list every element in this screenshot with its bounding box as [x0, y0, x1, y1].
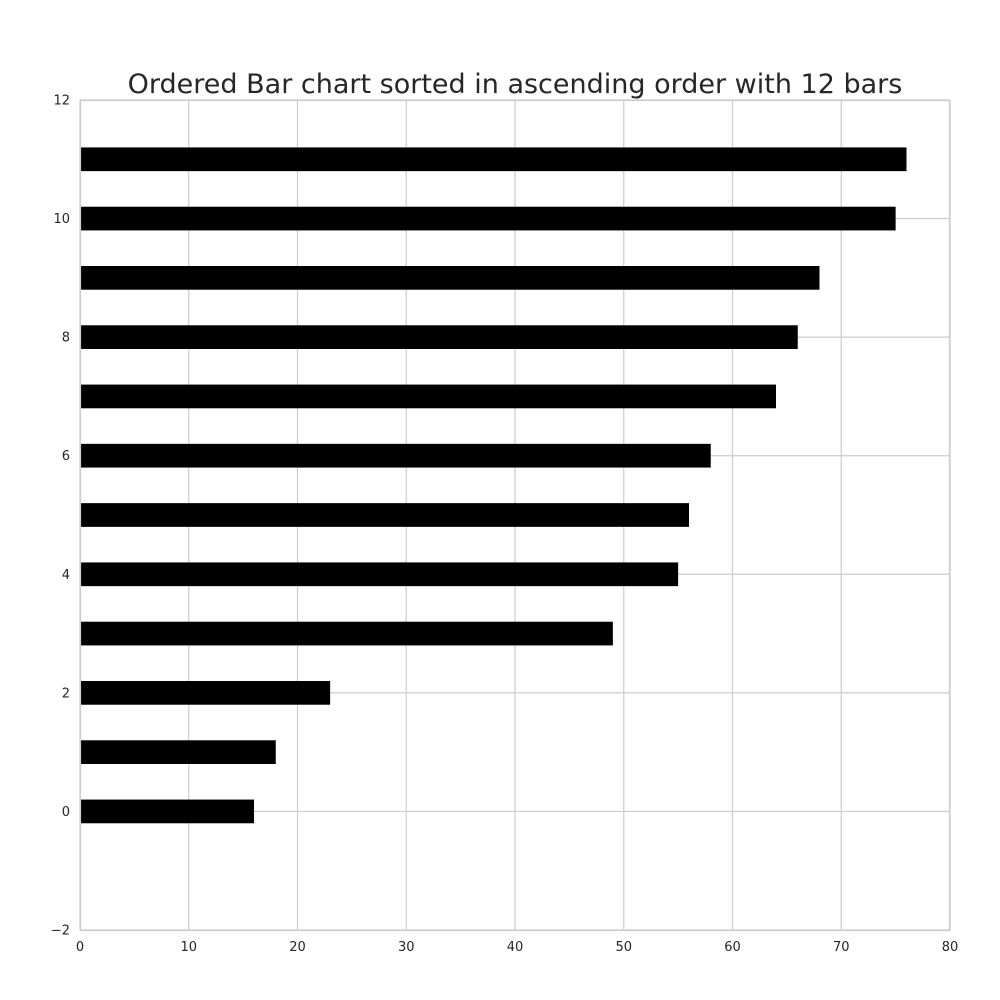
bar	[80, 147, 907, 172]
bar	[80, 621, 613, 646]
x-tick-label: 70	[833, 940, 850, 955]
y-tick-label: 4	[62, 568, 70, 583]
x-tick-label: 80	[942, 940, 959, 955]
y-tick-label: −2	[51, 924, 70, 939]
bars	[80, 147, 907, 824]
x-tick-label: 10	[180, 940, 197, 955]
y-tick-label: 12	[53, 94, 70, 109]
x-tick-label: 50	[615, 940, 632, 955]
x-tick-label: 0	[76, 940, 84, 955]
bar	[80, 681, 331, 705]
bar	[80, 384, 776, 409]
bar	[80, 799, 254, 824]
y-tick-label: 8	[62, 331, 70, 346]
bar	[80, 266, 820, 290]
y-tick-label: 0	[62, 805, 70, 820]
y-tick-label: 2	[62, 686, 70, 701]
bar	[80, 325, 798, 349]
bar	[80, 740, 276, 764]
bar	[80, 206, 896, 231]
y-axis-ticks: −2 0 2 4 6 8 10 12	[51, 94, 70, 939]
x-tick-label: 20	[289, 940, 306, 955]
chart-title: Ordered Bar chart sorted in ascending or…	[128, 69, 903, 100]
bar	[80, 562, 679, 587]
x-tick-label: 60	[724, 940, 741, 955]
bar	[80, 443, 711, 468]
y-tick-label: 10	[53, 212, 70, 227]
x-axis-ticks: 0 10 20 30 40 50 60 70 80	[76, 940, 958, 955]
x-tick-label: 40	[507, 940, 524, 955]
bar	[80, 503, 689, 527]
x-tick-label: 30	[398, 940, 415, 955]
plot-frame	[79, 99, 951, 932]
y-tick-label: 6	[62, 449, 70, 464]
